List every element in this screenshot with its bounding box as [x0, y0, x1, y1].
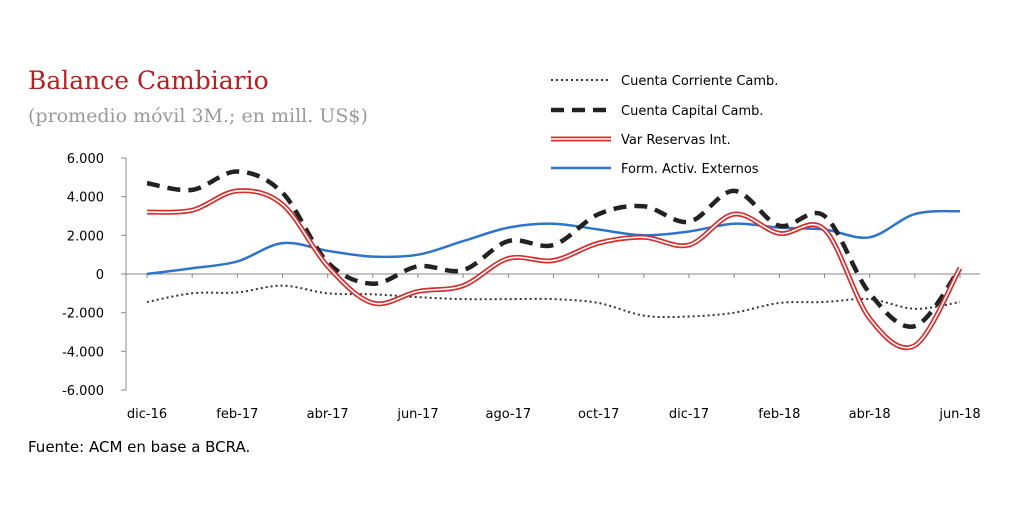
- chart-title: Balance Cambiario: [28, 66, 269, 95]
- y-tick-label: 6.000: [67, 152, 104, 167]
- y-tick-label: 2.000: [67, 229, 104, 244]
- series-3-line: [146, 209, 961, 276]
- source-note: Fuente: ACM en base a BCRA.: [28, 438, 250, 456]
- y-tick-label: 4.000: [67, 191, 104, 206]
- x-tick-label: feb-17: [216, 407, 258, 422]
- legend-label: Cuenta Capital Camb.: [621, 104, 764, 119]
- x-tick-label: dic-17: [669, 407, 709, 422]
- series-2-line-outer: [146, 188, 963, 351]
- x-tick-label: jun-17: [396, 407, 438, 422]
- legend-item: Var Reservas Int.: [551, 133, 731, 148]
- x-tick-label: abr-17: [307, 407, 349, 422]
- x-tick-label: ago-17: [486, 407, 532, 422]
- series-0: [146, 284, 961, 319]
- series-layer: [146, 169, 963, 351]
- axes: 6.000 4.000 2.000 0 -2.000 -4.000 -6.000 dic-16…: [62, 152, 981, 422]
- x-tick-label: feb-18: [758, 407, 800, 422]
- y-tick-label: 0: [96, 268, 104, 283]
- legend-item: Form. Activ. Externos: [551, 162, 759, 177]
- x-tick-label: abr-18: [849, 407, 891, 422]
- series-3: [146, 209, 961, 276]
- legend-label: Form. Activ. Externos: [621, 162, 759, 177]
- legend-label: Var Reservas Int.: [621, 133, 731, 148]
- legend-label: Cuenta Corriente Camb.: [621, 74, 778, 89]
- y-tick-label: -2.000: [62, 307, 104, 322]
- series-2: [146, 188, 963, 351]
- legend: Cuenta Corriente Camb. Cuenta Capital Cam…: [551, 74, 778, 177]
- x-tick-label: oct-17: [578, 407, 619, 422]
- legend-item: Cuenta Corriente Camb.: [551, 74, 778, 89]
- y-tick-label: -6.000: [62, 384, 104, 399]
- y-tick-label: -4.000: [62, 345, 104, 360]
- x-tick-label: dic-16: [127, 407, 167, 422]
- chart-subtitle: (promedio móvil 3M.; en mill. US$): [28, 105, 368, 127]
- x-tick-label: jun-18: [938, 407, 980, 422]
- series-2-line-inner: [146, 189, 961, 349]
- series-0-line: [146, 284, 961, 319]
- legend-item: Cuenta Capital Camb.: [551, 104, 764, 119]
